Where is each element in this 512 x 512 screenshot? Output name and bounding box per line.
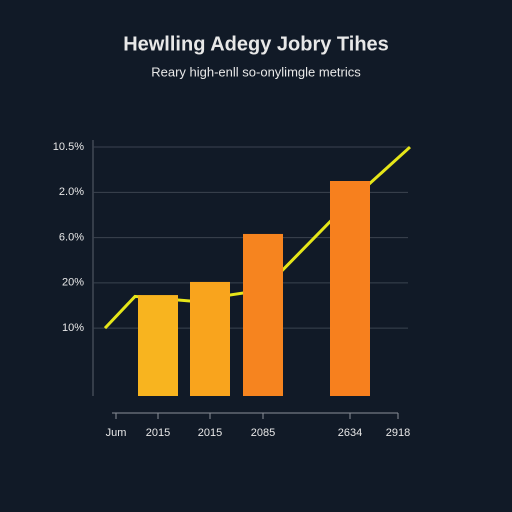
bar [330,181,370,396]
y-tick-label: 10% [62,322,84,334]
x-tick-label: Jum [106,427,127,439]
y-tick-label: 20% [62,277,84,289]
bar [243,233,283,396]
y-tick-label: 6.0% [59,231,84,243]
bar [138,295,178,396]
x-tick-label: 2918 [386,427,410,439]
x-tick-label: 2015 [198,427,222,439]
chart-subtitle: Reary high-enll so-onylimgle metrics [151,64,361,79]
x-tick-label: 2085 [251,427,275,439]
x-tick-label: 2634 [338,427,362,439]
chart-title: Hewlling Adegy Jobry Tihes [123,33,389,55]
bar [190,281,230,396]
y-tick-label: 10.5% [53,141,84,153]
y-tick-label: 2.0% [59,186,84,198]
x-tick-label: 2015 [146,427,170,439]
